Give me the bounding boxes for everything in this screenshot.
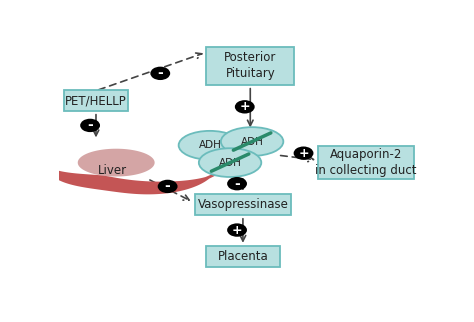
Circle shape xyxy=(150,67,170,80)
Text: -: - xyxy=(234,177,240,191)
Text: +: + xyxy=(298,147,309,160)
Circle shape xyxy=(293,147,313,160)
Text: ADH: ADH xyxy=(241,137,264,147)
Ellipse shape xyxy=(199,148,261,177)
FancyBboxPatch shape xyxy=(206,47,294,85)
Text: -: - xyxy=(157,66,163,80)
Text: -: - xyxy=(87,118,93,132)
Text: +: + xyxy=(239,100,250,113)
Circle shape xyxy=(158,180,178,193)
Ellipse shape xyxy=(221,127,283,156)
Polygon shape xyxy=(78,149,155,176)
Polygon shape xyxy=(50,165,224,194)
FancyBboxPatch shape xyxy=(195,194,291,215)
Text: Liver: Liver xyxy=(98,164,127,176)
Circle shape xyxy=(227,223,247,237)
Circle shape xyxy=(80,119,100,132)
Circle shape xyxy=(227,177,247,190)
Text: ADH: ADH xyxy=(219,157,242,168)
FancyBboxPatch shape xyxy=(206,246,280,267)
FancyBboxPatch shape xyxy=(318,147,414,179)
Text: -: - xyxy=(165,179,171,194)
Text: ADH: ADH xyxy=(199,140,221,150)
Text: Aquaporin-2
in collecting duct: Aquaporin-2 in collecting duct xyxy=(315,148,417,177)
Text: Posterior
Pituitary: Posterior Pituitary xyxy=(224,52,276,80)
Text: PET/HELLP: PET/HELLP xyxy=(65,94,127,107)
Text: Vasopressinase: Vasopressinase xyxy=(198,198,288,211)
FancyBboxPatch shape xyxy=(64,90,128,111)
Ellipse shape xyxy=(179,131,241,160)
Text: Placenta: Placenta xyxy=(218,250,268,263)
Circle shape xyxy=(235,100,255,114)
Text: +: + xyxy=(232,223,242,237)
